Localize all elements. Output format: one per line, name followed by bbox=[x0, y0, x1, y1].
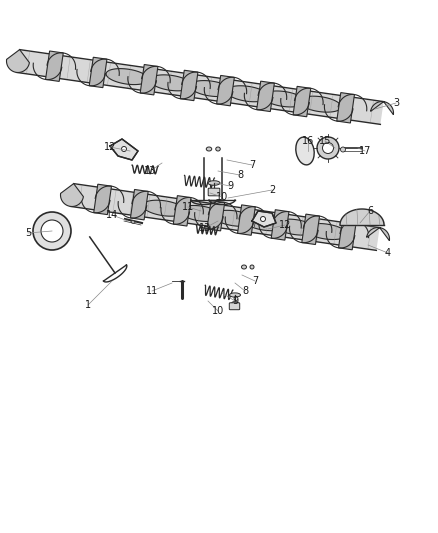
Circle shape bbox=[33, 212, 71, 250]
Polygon shape bbox=[217, 76, 234, 106]
Text: 13: 13 bbox=[144, 166, 156, 176]
Circle shape bbox=[41, 220, 63, 242]
Text: 10: 10 bbox=[212, 306, 224, 316]
Text: 10: 10 bbox=[216, 192, 228, 202]
Text: 17: 17 bbox=[359, 146, 371, 156]
Text: 13: 13 bbox=[199, 223, 211, 233]
Polygon shape bbox=[7, 50, 29, 72]
Polygon shape bbox=[207, 200, 225, 231]
Text: 14: 14 bbox=[106, 210, 118, 220]
Text: 7: 7 bbox=[252, 276, 258, 286]
Text: 8: 8 bbox=[242, 286, 248, 296]
Polygon shape bbox=[263, 91, 305, 107]
Text: 15: 15 bbox=[319, 136, 331, 146]
Polygon shape bbox=[89, 57, 107, 87]
Ellipse shape bbox=[241, 265, 247, 269]
Circle shape bbox=[317, 137, 339, 159]
Polygon shape bbox=[94, 184, 112, 215]
Ellipse shape bbox=[216, 147, 220, 151]
Polygon shape bbox=[274, 219, 317, 235]
Polygon shape bbox=[293, 86, 311, 117]
Ellipse shape bbox=[206, 147, 212, 151]
Polygon shape bbox=[252, 211, 276, 227]
Polygon shape bbox=[180, 70, 198, 101]
Polygon shape bbox=[339, 220, 356, 250]
Text: 11: 11 bbox=[146, 286, 158, 296]
Polygon shape bbox=[16, 50, 384, 124]
Polygon shape bbox=[150, 75, 192, 91]
Text: 8: 8 bbox=[237, 170, 243, 180]
Ellipse shape bbox=[232, 302, 238, 304]
FancyBboxPatch shape bbox=[230, 303, 240, 310]
Ellipse shape bbox=[230, 293, 240, 297]
Polygon shape bbox=[173, 196, 191, 226]
Polygon shape bbox=[305, 223, 347, 239]
Ellipse shape bbox=[296, 137, 314, 165]
Polygon shape bbox=[110, 139, 138, 160]
Polygon shape bbox=[302, 214, 320, 245]
Text: 12: 12 bbox=[104, 142, 116, 152]
Polygon shape bbox=[106, 69, 148, 85]
Polygon shape bbox=[299, 96, 341, 112]
Circle shape bbox=[121, 147, 127, 151]
Text: 6: 6 bbox=[367, 206, 373, 216]
Ellipse shape bbox=[250, 265, 254, 269]
Text: 4: 4 bbox=[385, 248, 391, 258]
Polygon shape bbox=[180, 206, 222, 222]
Text: 5: 5 bbox=[25, 228, 31, 238]
Polygon shape bbox=[131, 189, 148, 220]
Polygon shape bbox=[213, 211, 255, 227]
Polygon shape bbox=[71, 183, 380, 251]
Polygon shape bbox=[337, 93, 354, 123]
Polygon shape bbox=[226, 86, 268, 102]
Text: 3: 3 bbox=[393, 98, 399, 108]
Text: 11: 11 bbox=[182, 202, 194, 212]
Polygon shape bbox=[244, 215, 286, 231]
Circle shape bbox=[322, 142, 333, 154]
Polygon shape bbox=[60, 183, 83, 206]
Polygon shape bbox=[367, 228, 389, 240]
Text: 12: 12 bbox=[279, 220, 291, 230]
Ellipse shape bbox=[208, 181, 220, 185]
Polygon shape bbox=[190, 80, 232, 96]
Ellipse shape bbox=[211, 190, 218, 192]
Polygon shape bbox=[140, 64, 158, 95]
Polygon shape bbox=[46, 51, 63, 82]
Text: 16: 16 bbox=[302, 136, 314, 146]
Polygon shape bbox=[143, 200, 185, 216]
Text: 9: 9 bbox=[232, 296, 238, 306]
Text: 9: 9 bbox=[227, 181, 233, 191]
Circle shape bbox=[261, 216, 265, 222]
Polygon shape bbox=[271, 209, 289, 240]
Polygon shape bbox=[237, 205, 255, 235]
Polygon shape bbox=[371, 101, 393, 115]
Text: 2: 2 bbox=[269, 185, 275, 195]
Text: 7: 7 bbox=[249, 160, 255, 170]
Ellipse shape bbox=[131, 221, 135, 223]
Polygon shape bbox=[257, 81, 274, 111]
Circle shape bbox=[340, 147, 346, 152]
FancyBboxPatch shape bbox=[208, 188, 220, 196]
Text: 1: 1 bbox=[85, 300, 91, 310]
